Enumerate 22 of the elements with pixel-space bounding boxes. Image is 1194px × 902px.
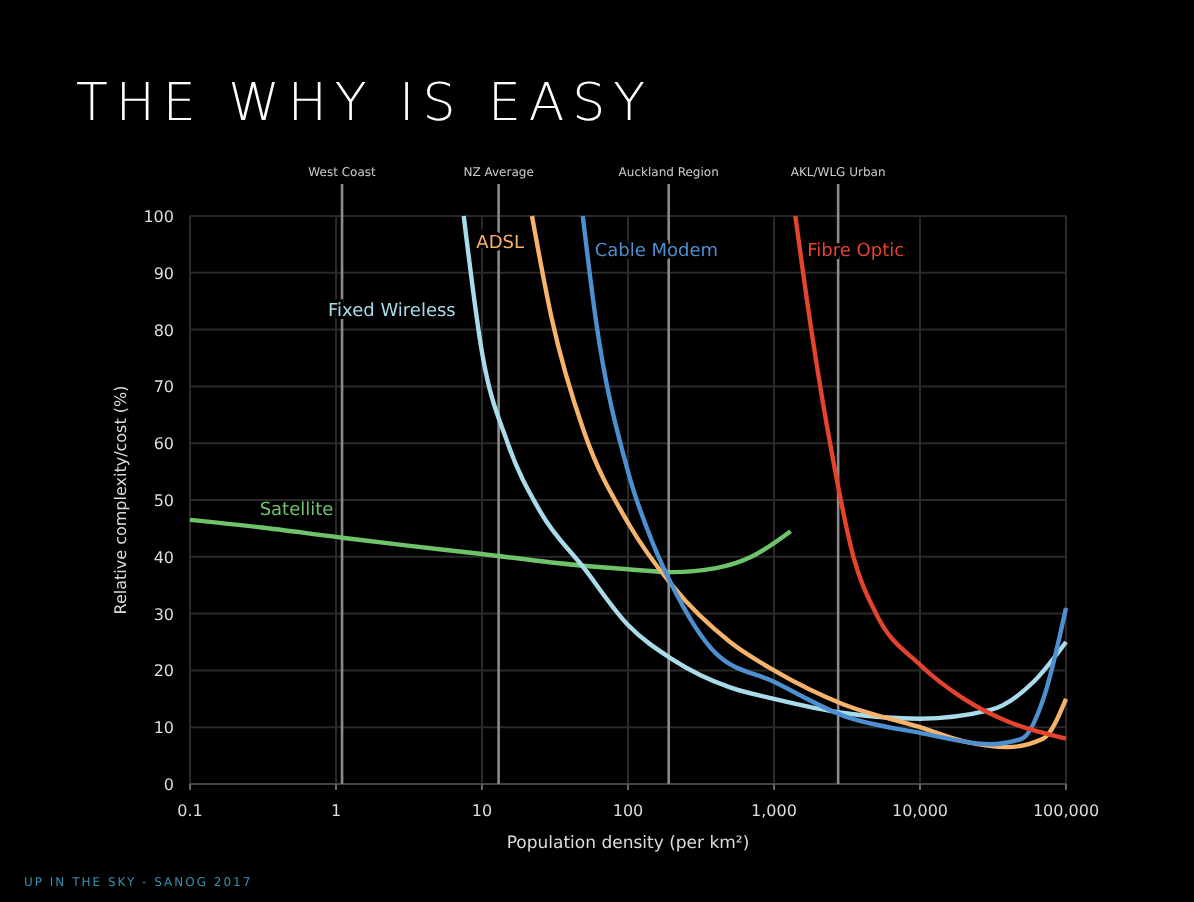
x-tick-label: 1 <box>330 802 342 820</box>
y-tick-label: 60 <box>153 435 174 454</box>
y-tick-label: 10 <box>153 719 174 738</box>
y-tick-label: 0 <box>163 776 174 794</box>
series-label: Satellite <box>259 501 335 522</box>
y-axis-title: Relative complexity/cost (%) <box>112 385 130 615</box>
x-tick-label: 10,000 <box>892 802 948 820</box>
y-tick-label: 40 <box>153 548 174 567</box>
x-axis-title: Population density (per km²) <box>506 834 750 854</box>
x-tick-label: 10 <box>471 802 493 820</box>
chart-title: THE WHY IS EASY <box>76 74 654 134</box>
y-tick-label: 20 <box>153 662 174 681</box>
y-tick-label: 50 <box>153 492 174 510</box>
y-tick-label: 70 <box>153 378 174 397</box>
x-tick-label: 100 <box>612 802 644 820</box>
x-tick-label: 0.1 <box>177 802 203 820</box>
x-tick-label: 1,000 <box>751 802 797 820</box>
y-tick-label: 90 <box>153 264 174 283</box>
y-tick-label: 30 <box>153 605 174 624</box>
x-tick-label: 100,000 <box>1032 802 1100 820</box>
y-tick-label: 80 <box>153 321 174 340</box>
y-tick-label: 100 <box>143 208 174 226</box>
